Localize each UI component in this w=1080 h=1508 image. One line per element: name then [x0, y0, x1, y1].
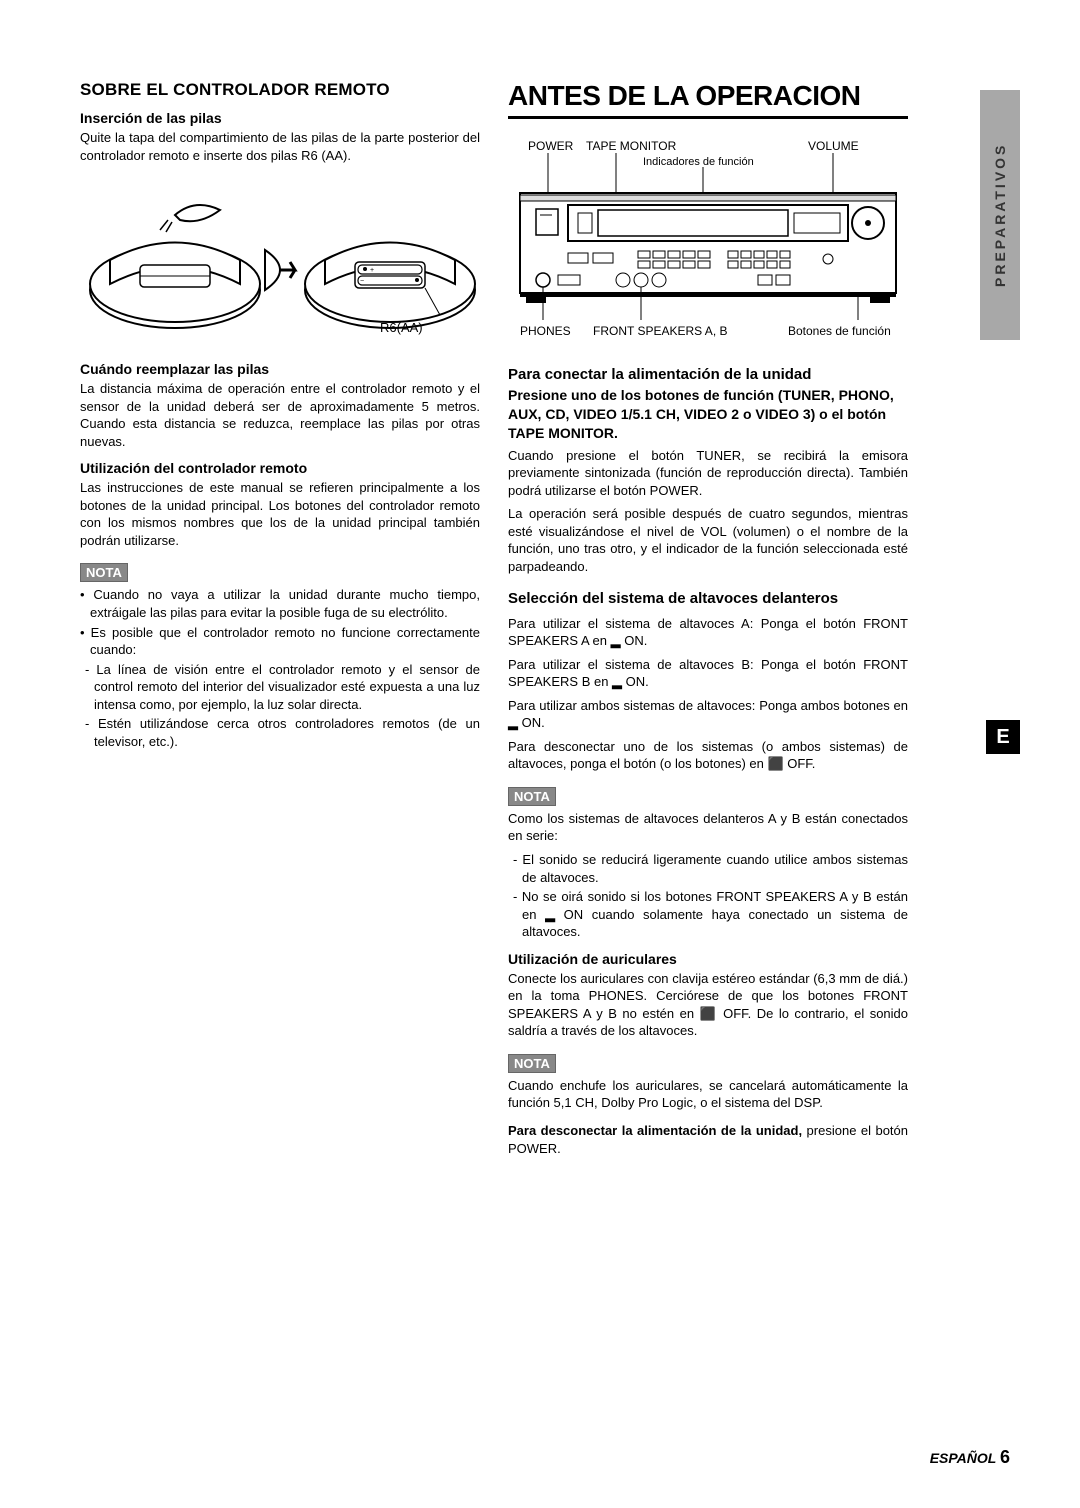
- desconectar-bold: Para desconectar la alimentación de la u…: [508, 1123, 802, 1138]
- text-seleccion-3: Para utilizar ambos sistemas de altavoce…: [508, 697, 908, 732]
- nota-badge-right-2: NOTA: [508, 1054, 556, 1073]
- text-insercion: Quite la tapa del compartimiento de las …: [80, 129, 480, 164]
- svg-text:PHONES: PHONES: [520, 324, 571, 338]
- page-content: SOBRE EL CONTROLADOR REMOTO Inserción de…: [0, 0, 1080, 1203]
- left-title: SOBRE EL CONTROLADOR REMOTO: [80, 80, 480, 100]
- text-conectar-2: La operación será posible después de cua…: [508, 505, 908, 575]
- nota-badge-left: NOTA: [80, 563, 128, 582]
- list-item: - La línea de visión entre el controlado…: [94, 661, 480, 714]
- text-cuando: La distancia máxima de operación entre e…: [80, 380, 480, 450]
- nota-dashes-left: - La línea de visión entre el controlado…: [80, 661, 480, 751]
- list-item: - No se oirá sonido si los botones FRONT…: [522, 888, 908, 941]
- bold-conectar: Presione uno de los botones de función (…: [508, 386, 908, 443]
- figure-receiver: POWER TAPE MONITOR Indicadores de funció…: [508, 135, 908, 350]
- right-column: ANTES DE LA OPERACION POWER TAPE MONITOR…: [508, 80, 908, 1163]
- list-item: Cuando no vaya a utilizar la unidad dura…: [80, 586, 480, 621]
- svg-text:Indicadores de función: Indicadores de función: [643, 156, 754, 168]
- svg-text:TAPE MONITOR: TAPE MONITOR: [586, 139, 677, 153]
- figure-remote-batteries: + − R6(AA): [80, 180, 480, 345]
- heading-auriculares: Utilización de auriculares: [508, 951, 908, 967]
- title-rule: [508, 116, 908, 119]
- footer-page-number: 6: [1000, 1447, 1010, 1467]
- list-item: Es posible que el controlador remoto no …: [80, 624, 480, 659]
- list-item: - El sonido se reducirá ligeramente cuan…: [522, 851, 908, 886]
- svg-text:FRONT SPEAKERS A, B: FRONT SPEAKERS A, B: [593, 324, 727, 338]
- svg-text:Botones de función: Botones de función: [788, 324, 891, 338]
- text-seleccion-2: Para utilizar el sistema de altavoces B:…: [508, 656, 908, 691]
- heading-seleccion: Selección del sistema de altavoces delan…: [508, 590, 908, 607]
- heading-cuando: Cuándo reemplazar las pilas: [80, 361, 480, 377]
- fig-label-r6: R6(AA): [380, 320, 423, 335]
- text-utilizacion: Las instrucciones de este manual se refi…: [80, 479, 480, 549]
- text-desconectar: Para desconectar la alimentación de la u…: [508, 1122, 908, 1157]
- footer-lang: ESPAÑOL: [930, 1450, 996, 1466]
- nota2-text: Cuando enchufe los auriculares, se cance…: [508, 1077, 908, 1112]
- nota-bullets-left: Cuando no vaya a utilizar la unidad dura…: [80, 586, 480, 658]
- page-footer: ESPAÑOL 6: [930, 1447, 1010, 1468]
- left-column: SOBRE EL CONTROLADOR REMOTO Inserción de…: [80, 80, 480, 1163]
- svg-text:−: −: [360, 278, 364, 285]
- side-tab-preparativos: PREPARATIVOS: [980, 90, 1020, 340]
- heading-insercion: Inserción de las pilas: [80, 110, 480, 126]
- svg-text:POWER: POWER: [528, 139, 574, 153]
- nota1-intro: Como los sistemas de altavoces delantero…: [508, 810, 908, 845]
- list-item: - Estén utilizándose cerca otros control…: [94, 715, 480, 750]
- text-seleccion-1: Para utilizar el sistema de altavoces A:…: [508, 615, 908, 650]
- nota1-dashes: - El sonido se reducirá ligeramente cuan…: [508, 851, 908, 941]
- heading-conectar: Para conectar la alimentación de la unid…: [508, 366, 908, 383]
- right-title: ANTES DE LA OPERACION: [508, 80, 908, 112]
- text-auriculares: Conecte los auriculares con clavija esté…: [508, 970, 908, 1040]
- side-badge-e: E: [986, 720, 1020, 754]
- heading-utilizacion: Utilización del controlador remoto: [80, 460, 480, 476]
- svg-text:+: +: [370, 267, 374, 274]
- svg-text:VOLUME: VOLUME: [808, 139, 859, 153]
- text-conectar-1: Cuando presione el botón TUNER, se recib…: [508, 447, 908, 500]
- nota-badge-right-1: NOTA: [508, 787, 556, 806]
- text-seleccion-4: Para desconectar uno de los sistemas (o …: [508, 738, 908, 773]
